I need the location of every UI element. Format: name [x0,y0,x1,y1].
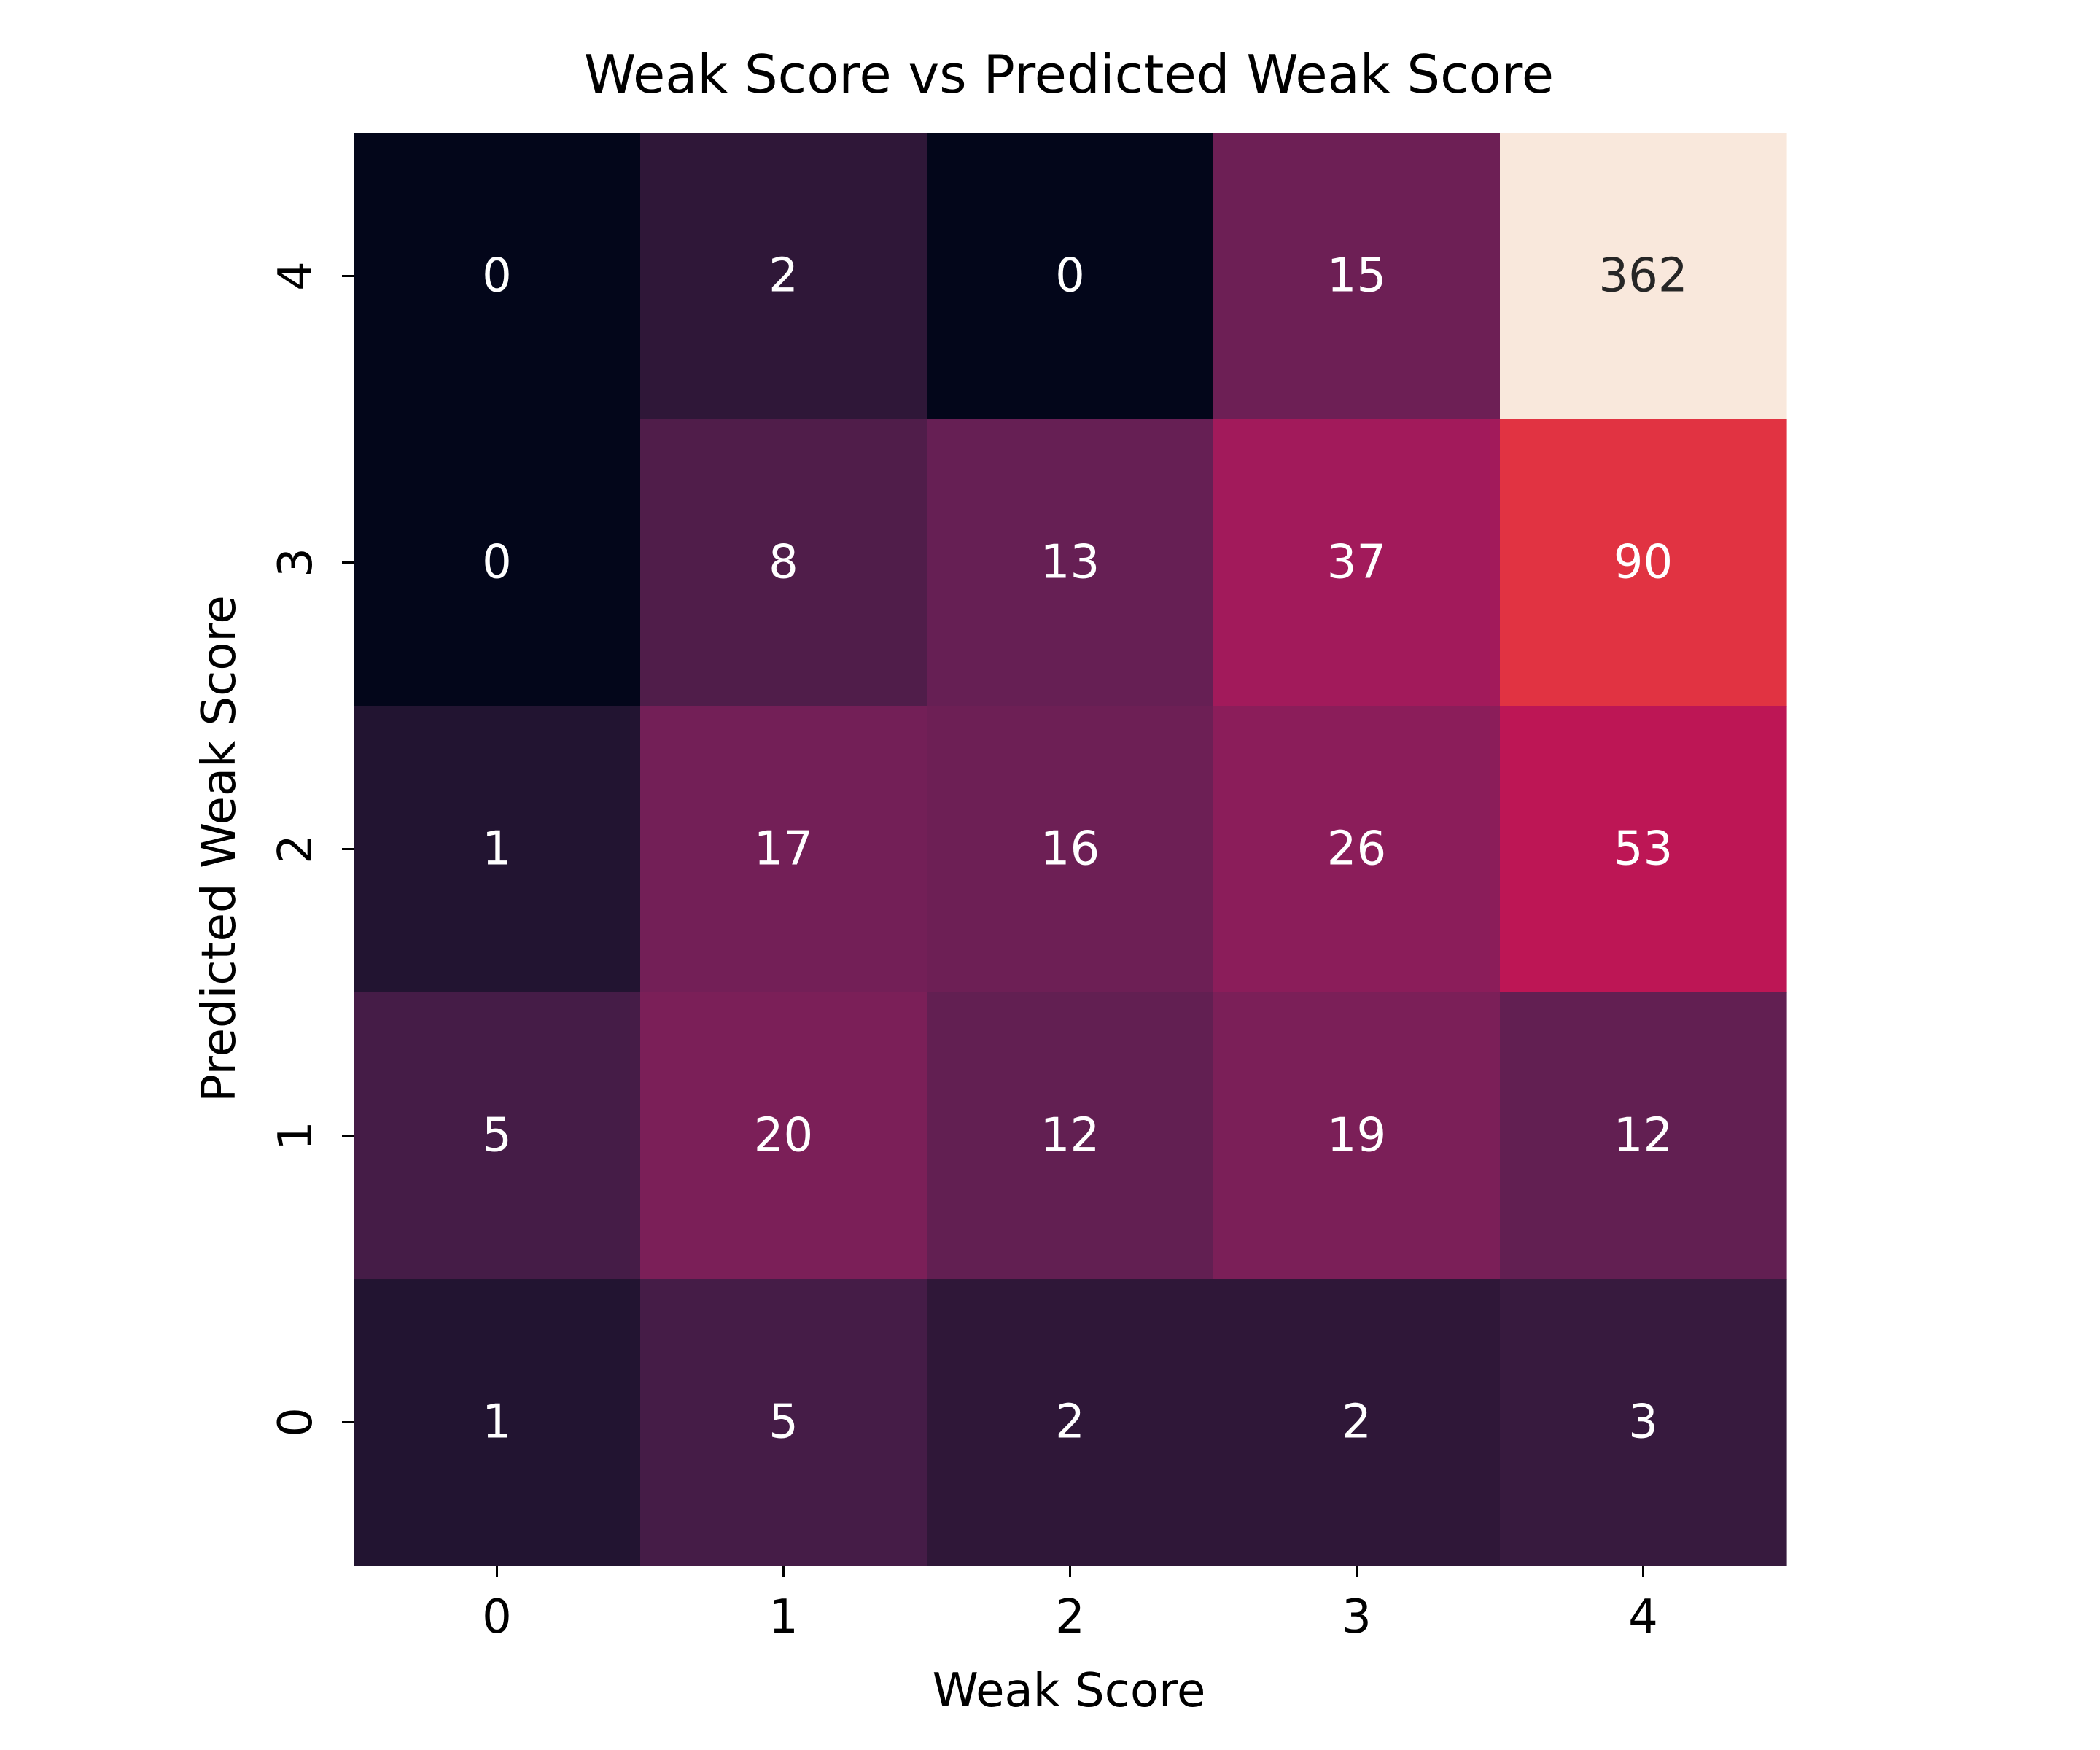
x-tick-label: 2 [1055,1590,1085,1644]
cell-value-label: 2 [1055,1396,1085,1450]
y-tick-label: 1 [269,1121,323,1151]
y-tick-label: 3 [269,548,323,578]
cell-value-label: 13 [1041,536,1100,590]
heatmap-cell [1500,992,1787,1280]
cell-value-label: 1 [482,822,512,876]
x-tick-label: 1 [769,1590,798,1644]
heatmap-cell [1500,706,1787,993]
cell-value-label: 362 [1598,249,1687,303]
heatmap-cell [640,133,928,420]
x-tick-label: 0 [482,1590,512,1644]
cell-value-label: 0 [482,249,512,303]
heatmap-cell [1213,992,1501,1280]
y-axis: 4 3 2 1 0 [269,261,354,1437]
cell-value-label: 90 [1614,536,1673,590]
heatmap-cell [640,992,928,1280]
heatmap-cell [927,1279,1214,1566]
cell-value-label: 16 [1041,822,1100,876]
heatmap-cell [927,419,1214,707]
y-tick-label: 2 [269,834,323,864]
y-tick-label: 0 [269,1407,323,1437]
cell-value-label: 2 [1342,1396,1372,1450]
y-tick-label: 4 [269,261,323,291]
cell-value-label: 0 [1055,249,1085,303]
heatmap-cell [640,706,928,993]
x-axis: 0 1 2 3 4 [482,1566,1658,1644]
cell-value-label: 8 [769,536,798,590]
x-tick-label: 3 [1342,1590,1372,1644]
x-tick-label: 4 [1628,1590,1658,1644]
heatmap-cell [1213,133,1501,420]
cell-value-label: 5 [482,1109,512,1163]
heatmap-cell [1213,706,1501,993]
cell-value-label: 53 [1614,822,1673,876]
heatmap-cell [354,706,641,993]
cell-value-label: 5 [769,1396,798,1450]
cell-value-label: 12 [1041,1109,1100,1163]
cell-value-label: 2 [769,249,798,303]
heatmap-cell [640,1279,928,1566]
heatmap-cell [354,1279,641,1566]
heatmap-cell [1213,1279,1501,1566]
heatmap-cell [640,419,928,707]
cell-value-label: 17 [754,822,813,876]
heatmap-cell [1213,419,1501,707]
heatmap-cell [354,992,641,1280]
heatmap-cell [927,992,1214,1280]
cell-value-label: 37 [1327,536,1386,590]
heatmap-cell [1500,133,1787,420]
y-axis-label: Predicted Weak Score [192,595,246,1102]
heatmap-cell [1500,1279,1787,1566]
heatmap-cell [354,419,641,707]
cell-value-label: 26 [1327,822,1386,876]
cell-value-label: 1 [482,1396,512,1450]
cell-value-label: 12 [1614,1109,1673,1163]
chart-title: Weak Score vs Predicted Weak Score [584,44,1554,105]
cell-value-label: 0 [482,536,512,590]
cell-value-label: 15 [1327,249,1386,303]
cell-value-label: 20 [754,1109,813,1163]
x-axis-label: Weak Score [933,1664,1206,1718]
heatmap-cells [354,133,1787,1566]
heatmap-cell [927,706,1214,993]
heatmap-cell [354,133,641,420]
heatmap-cell [927,133,1214,420]
cell-value-label: 3 [1628,1396,1658,1450]
heatmap-cell [1500,419,1787,707]
cell-value-label: 19 [1327,1109,1386,1163]
